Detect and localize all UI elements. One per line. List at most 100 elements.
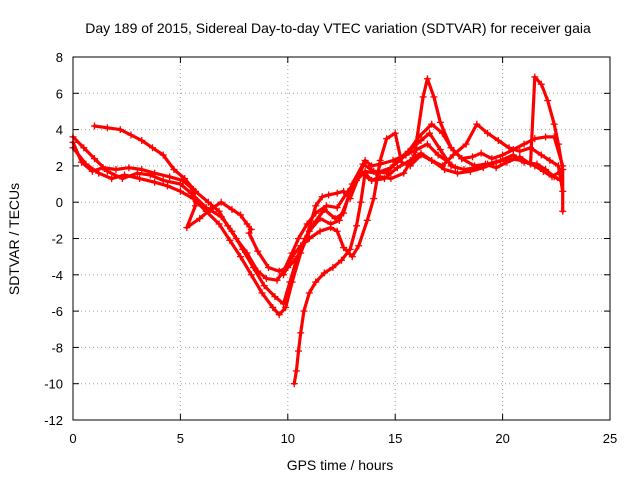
data-point: [237, 211, 245, 219]
data-point: [417, 151, 425, 159]
data-point: [159, 176, 167, 184]
data-point: [125, 164, 133, 172]
data-point: [108, 175, 116, 183]
data-point: [271, 293, 279, 301]
data-point: [355, 173, 363, 181]
data-point: [453, 169, 461, 177]
data-point: [280, 271, 288, 279]
data-point: [148, 144, 156, 152]
data-point: [90, 155, 98, 163]
data-point: [353, 222, 361, 230]
data-point: [166, 173, 174, 181]
data-point: [176, 180, 184, 188]
data-point: [400, 169, 408, 177]
y-tick-label: -8: [51, 340, 63, 355]
data-point: [288, 253, 296, 261]
data-point: [436, 146, 444, 154]
data-point: [333, 227, 341, 235]
data-point: [477, 149, 485, 157]
data-point: [260, 282, 268, 290]
data-point: [387, 164, 395, 172]
data-point: [258, 289, 266, 297]
data-point: [300, 307, 308, 315]
y-tick-label: -2: [51, 232, 63, 247]
data-point: [449, 151, 457, 159]
data-point: [492, 164, 500, 172]
data-point: [391, 129, 399, 137]
data-point: [170, 166, 178, 174]
data-point: [305, 289, 313, 297]
data-point: [348, 253, 356, 261]
data-point: [376, 156, 384, 164]
y-tick-label: -10: [44, 377, 63, 392]
data-point: [215, 207, 223, 215]
data-point: [503, 158, 511, 166]
series-track-3: [90, 120, 567, 284]
data-point: [357, 198, 365, 206]
data-point: [466, 167, 474, 175]
data-point: [305, 235, 313, 242]
data-point: [217, 198, 225, 206]
data-point: [531, 162, 539, 170]
data-point: [539, 167, 547, 175]
data-point: [548, 173, 556, 181]
data-point: [316, 215, 324, 223]
data-point: [245, 229, 253, 237]
chart-title: Day 189 of 2015, Sidereal Day-to-day VTE…: [85, 20, 591, 36]
data-point: [481, 160, 489, 168]
y-tick-label: 6: [56, 86, 63, 101]
data-point: [90, 122, 98, 130]
y-tick-label: -6: [51, 304, 63, 319]
data-point: [426, 129, 434, 137]
data-point: [387, 175, 395, 183]
data-point: [438, 162, 446, 170]
data-point: [179, 176, 187, 184]
data-point: [346, 195, 354, 203]
data-point: [398, 158, 406, 166]
data-point: [411, 151, 419, 159]
data-point: [473, 120, 481, 128]
data-point: [327, 224, 335, 232]
data-point: [282, 303, 290, 311]
data-point: [428, 156, 436, 164]
data-point: [494, 136, 502, 144]
data-point: [462, 140, 470, 148]
x-tick-label: 5: [177, 431, 184, 446]
data-point: [254, 267, 262, 275]
data-point: [542, 133, 550, 141]
data-point: [133, 169, 141, 177]
data-point: [419, 93, 427, 101]
data-point: [224, 222, 232, 230]
data-point: [243, 220, 251, 228]
data-point: [340, 187, 348, 195]
data-point: [423, 140, 431, 148]
data-point: [136, 175, 144, 183]
data-point: [164, 182, 172, 190]
data-point: [402, 151, 410, 159]
data-point: [295, 347, 303, 355]
data-point: [471, 162, 479, 170]
data-point: [151, 169, 159, 177]
data-point: [333, 204, 341, 212]
data-point: [297, 329, 305, 337]
data-point: [516, 153, 524, 161]
data-point: [247, 225, 255, 233]
data-point: [430, 93, 438, 101]
data-point: [329, 264, 337, 272]
data-point: [368, 176, 376, 184]
data-point: [423, 75, 431, 83]
data-point: [338, 256, 345, 264]
data-point: [447, 144, 455, 152]
data-point: [78, 158, 86, 166]
data-point: [288, 278, 296, 286]
data-point: [346, 245, 354, 253]
data-point: [215, 220, 223, 228]
data-point: [159, 151, 167, 159]
y-tick-label: 4: [56, 123, 63, 138]
data-point: [520, 140, 528, 148]
data-point: [316, 227, 324, 235]
data-point: [262, 274, 270, 282]
data-point: [436, 118, 444, 126]
data-point: [361, 169, 369, 177]
